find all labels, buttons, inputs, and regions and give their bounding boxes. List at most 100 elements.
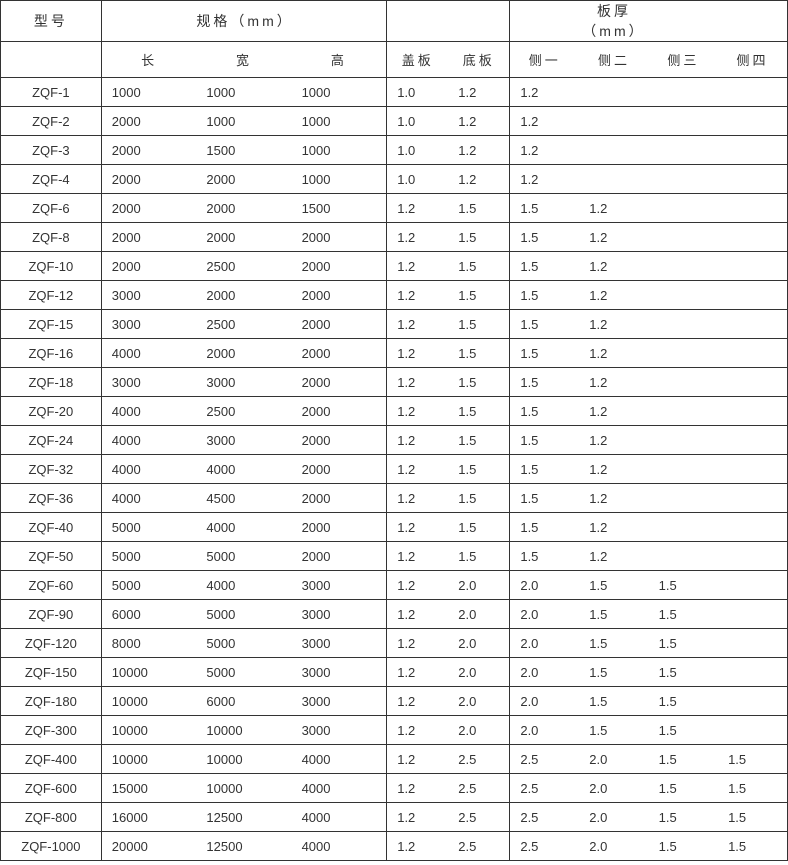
cell-bottom: 1.5 [448,397,510,426]
cell-side4 [718,368,787,397]
cell-width: 10000 [196,716,291,745]
cell-cover: 1.2 [387,397,449,426]
cell-side4: 1.5 [718,774,787,803]
cell-width: 10000 [196,774,291,803]
cell-model: ZQF-150 [1,658,102,687]
cell-side1: 1.5 [510,513,579,542]
cell-side2: 1.2 [579,368,648,397]
header-thick-pad5 [718,1,787,42]
cell-model: ZQF-400 [1,745,102,774]
cell-side2: 2.0 [579,803,648,832]
cell-side3: 1.5 [649,571,718,600]
cell-side1: 1.5 [510,281,579,310]
cell-side3: 1.5 [649,745,718,774]
table-row: ZQF-300100001000030001.22.02.01.51.5 [1,716,788,745]
table-row: ZQF-102000250020001.21.51.51.2 [1,252,788,281]
cell-model: ZQF-600 [1,774,102,803]
header-empty [1,42,102,78]
cell-model: ZQF-800 [1,803,102,832]
cell-cover: 1.0 [387,165,449,194]
cell-height: 3000 [292,716,387,745]
table-row: ZQF-505000500020001.21.51.51.2 [1,542,788,571]
cell-side4 [718,78,787,107]
cell-model: ZQF-3 [1,136,102,165]
cell-side1: 1.2 [510,165,579,194]
cell-width: 2500 [196,310,291,339]
cell-length: 10000 [101,658,196,687]
cell-bottom: 1.5 [448,223,510,252]
cell-side3 [649,78,718,107]
cell-side2: 2.0 [579,832,648,861]
cell-side3 [649,368,718,397]
cell-side1: 2.5 [510,832,579,861]
cell-side1: 2.5 [510,745,579,774]
cell-bottom: 1.2 [448,107,510,136]
header-thick-pad3 [510,1,579,42]
cell-side3 [649,165,718,194]
cell-model: ZQF-1000 [1,832,102,861]
cell-model: ZQF-50 [1,542,102,571]
cell-width: 2500 [196,397,291,426]
cell-model: ZQF-120 [1,629,102,658]
cell-model: ZQF-1 [1,78,102,107]
cell-bottom: 1.5 [448,281,510,310]
cell-model: ZQF-2 [1,107,102,136]
cell-bottom: 1.5 [448,194,510,223]
cell-side2 [579,78,648,107]
cell-width: 5000 [196,600,291,629]
cell-model: ZQF-15 [1,310,102,339]
cell-side3: 1.5 [649,658,718,687]
cell-height: 4000 [292,745,387,774]
cell-cover: 1.2 [387,223,449,252]
cell-side1: 1.5 [510,542,579,571]
cell-side1: 2.5 [510,803,579,832]
cell-model: ZQF-20 [1,397,102,426]
cell-side3 [649,252,718,281]
cell-width: 5000 [196,658,291,687]
cell-side2: 1.5 [579,716,648,745]
cell-side2: 1.2 [579,310,648,339]
cell-bottom: 2.0 [448,716,510,745]
cell-bottom: 1.5 [448,426,510,455]
cell-side1: 2.0 [510,600,579,629]
cell-cover: 1.2 [387,339,449,368]
cell-side3: 1.5 [649,832,718,861]
cell-width: 1000 [196,107,291,136]
cell-side3 [649,455,718,484]
cell-model: ZQF-60 [1,571,102,600]
cell-height: 2000 [292,426,387,455]
table-row: ZQF-1208000500030001.22.02.01.51.5 [1,629,788,658]
cell-height: 2000 [292,513,387,542]
cell-cover: 1.2 [387,484,449,513]
cell-side1: 1.5 [510,310,579,339]
table-row: ZQF-605000400030001.22.02.01.51.5 [1,571,788,600]
cell-cover: 1.2 [387,542,449,571]
cell-height: 2000 [292,310,387,339]
cell-length: 4000 [101,339,196,368]
cell-model: ZQF-300 [1,716,102,745]
table-row: ZQF-183000300020001.21.51.51.2 [1,368,788,397]
cell-side2: 1.2 [579,542,648,571]
table-row: ZQF-364000450020001.21.51.51.2 [1,484,788,513]
cell-length: 10000 [101,745,196,774]
cell-length: 3000 [101,281,196,310]
cell-width: 2000 [196,194,291,223]
cell-side2 [579,165,648,194]
cell-bottom: 1.5 [448,513,510,542]
cell-side2: 1.2 [579,194,648,223]
cell-cover: 1.2 [387,832,449,861]
cell-bottom: 2.0 [448,571,510,600]
cell-height: 3000 [292,571,387,600]
cell-length: 3000 [101,368,196,397]
cell-length: 3000 [101,310,196,339]
cell-side1: 2.0 [510,571,579,600]
cell-side3 [649,310,718,339]
header-side2: 侧二 [579,42,648,78]
table-row: ZQF-123000200020001.21.51.51.2 [1,281,788,310]
cell-height: 2000 [292,339,387,368]
table-row: ZQF-11000100010001.01.21.2 [1,78,788,107]
cell-height: 1000 [292,136,387,165]
cell-height: 4000 [292,774,387,803]
cell-side1: 2.0 [510,658,579,687]
cell-height: 2000 [292,281,387,310]
